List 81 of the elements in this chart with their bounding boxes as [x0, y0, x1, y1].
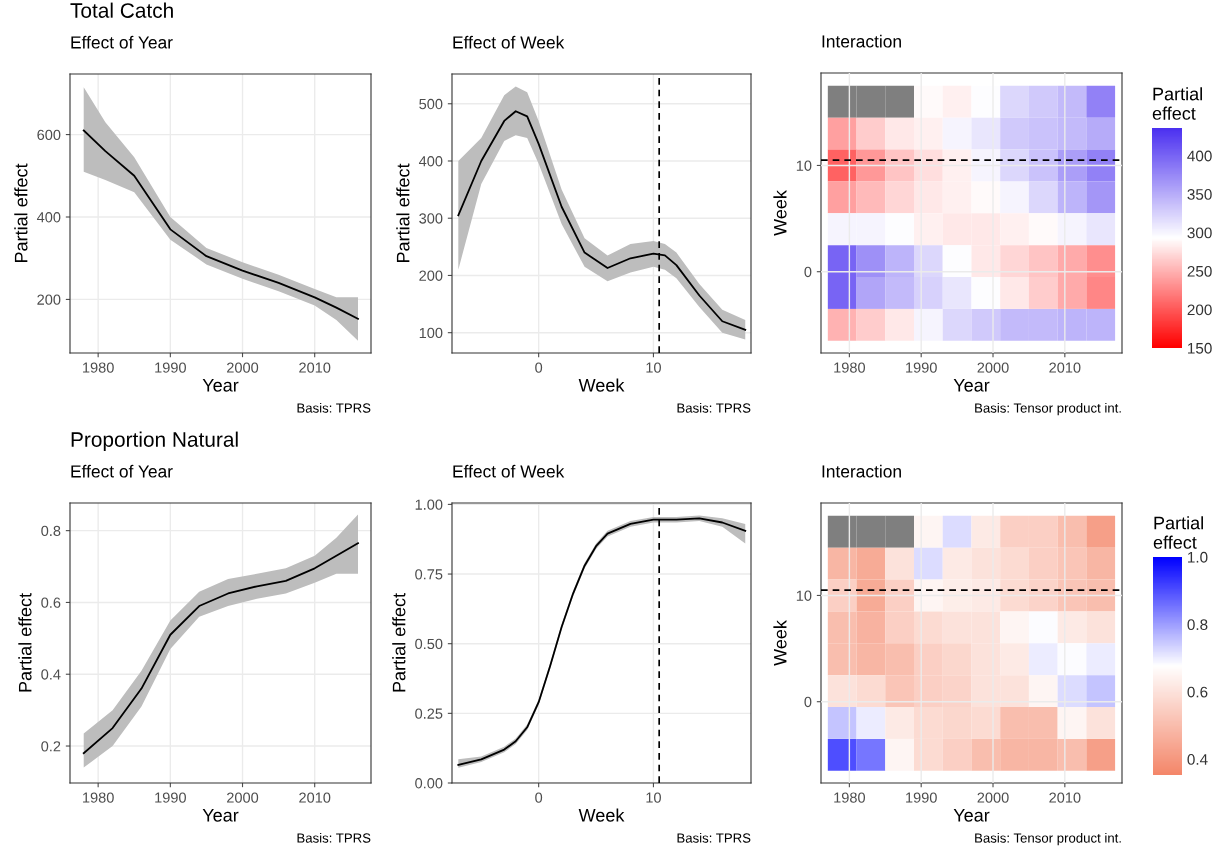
y-axis-title: Partial effect: [14, 163, 28, 263]
x-tick-label: 10: [646, 362, 661, 373]
chart-subtitle: Effect of Year: [71, 464, 173, 478]
y-axis-title: Week: [773, 620, 787, 666]
chart-title: Proportion Natural: [71, 431, 238, 451]
text: Basis: Tensor product int.: [975, 403, 1121, 416]
y-tick-label: 200: [419, 270, 443, 281]
x-tick-label: 10: [646, 792, 661, 803]
x-tick-label: 0: [535, 792, 543, 803]
y-tick-label: 0: [804, 696, 812, 708]
chart-subtitle: Effect of Week: [453, 35, 565, 49]
y-axis-title: Partial effect: [18, 593, 32, 692]
x-tick-label: 1980: [834, 362, 866, 373]
x-tick-label: 1980: [83, 792, 114, 803]
chart-subtitle: Interaction: [822, 34, 901, 48]
y-tick-label: 0.50: [415, 638, 443, 650]
x-tick-label: 2000: [227, 362, 259, 373]
y-axis-title: Week: [773, 190, 787, 236]
y-tick-label: 0: [804, 266, 812, 278]
x-axis-title: Year: [953, 809, 990, 822]
x-tick-label: 1990: [906, 792, 937, 803]
chart-subtitle: Effect of Year: [71, 35, 173, 49]
y-tick-label: 200: [37, 294, 61, 305]
color-bar-label: 0.4: [1187, 754, 1208, 765]
text: Basis: TPRS: [677, 833, 751, 843]
color-bar-label: 400: [1187, 150, 1212, 162]
y-tick-label: 0.75: [415, 569, 443, 580]
x-tick-label: 1980: [83, 362, 114, 373]
color-bar-title: Partial effect: [1152, 87, 1202, 120]
chart-subtitle: Effect of Week: [453, 464, 565, 478]
x-tick-label: 0: [535, 362, 543, 373]
y-tick-label: 400: [36, 212, 61, 223]
y-tick-label: 0.4: [41, 669, 61, 680]
text: Basis: Tensor product int.: [975, 833, 1121, 846]
y-tick-label: 1.00: [415, 499, 443, 510]
x-tick-label: 1990: [155, 792, 186, 803]
x-tick-label: 2010: [1049, 792, 1081, 803]
y-tick-label: 0.2: [41, 741, 61, 752]
x-axis-title: Week: [578, 808, 625, 822]
x-tick-label: 1990: [155, 362, 186, 373]
y-tick-label: 0.8: [41, 525, 61, 537]
x-axis-title: Year: [202, 809, 239, 822]
x-tick-label: 2000: [977, 792, 1009, 803]
y-tick-label: 0.25: [415, 708, 443, 719]
line-series: [82, 129, 359, 320]
y-tick-label: 300: [419, 213, 443, 224]
y-axis-title: Partial effect: [396, 163, 410, 263]
x-tick-label: 2000: [977, 362, 1009, 373]
chart-title: Total Catch: [70, 2, 173, 18]
color-bar-label: 350: [1187, 189, 1212, 200]
y-tick-label: 600: [37, 129, 61, 141]
x-tick-label: 2010: [1049, 362, 1081, 373]
color-bar-label: 1.0: [1188, 551, 1208, 563]
x-axis-title: Year: [953, 379, 990, 392]
color-bar-label: 0.8: [1187, 619, 1208, 631]
y-axis-title: Partial effect: [392, 593, 406, 692]
color-bar-label: 0.6: [1187, 686, 1208, 698]
y-tick-label: 0.6: [41, 597, 61, 608]
x-axis-title: Week: [578, 378, 625, 392]
line-series: [82, 542, 359, 755]
y-tick-label: 10: [796, 590, 812, 601]
x-tick-label: 2000: [227, 792, 259, 803]
x-tick-label: 2010: [299, 362, 331, 373]
text: Basis: TPRS: [297, 403, 371, 413]
y-tick-label: 10: [796, 160, 812, 171]
x-axis-title: Year: [202, 379, 239, 392]
x-tick-label: 1980: [834, 792, 866, 803]
chart-subtitle: Interaction: [822, 464, 901, 478]
color-bar-label: 200: [1187, 304, 1212, 316]
color-bar-title: Partial effect: [1153, 516, 1203, 549]
x-tick-label: 2010: [299, 792, 331, 803]
y-tick-label: 500: [419, 98, 443, 110]
color-bar-label: 150: [1188, 342, 1212, 354]
y-tick-label: 0.00: [415, 778, 443, 789]
color-bar-label: 250: [1187, 265, 1212, 277]
x-tick-label: 1990: [906, 362, 937, 373]
color-bar-label: 300: [1187, 227, 1212, 239]
y-tick-label: 100: [419, 327, 443, 339]
y-tick-label: 400: [418, 156, 443, 167]
text: Basis: TPRS: [297, 833, 371, 843]
text: Basis: TPRS: [677, 403, 751, 413]
